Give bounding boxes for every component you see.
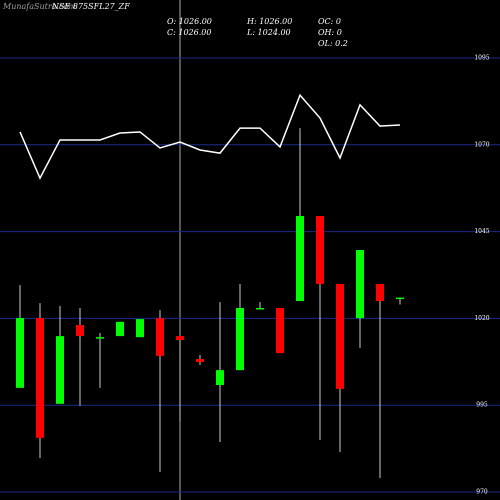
candle-body <box>156 318 164 356</box>
candle-body <box>276 307 284 354</box>
chart-title: NSE 875SFL27_ZF <box>51 2 130 11</box>
candle-body <box>36 318 44 438</box>
candle-body <box>376 284 384 302</box>
y-tick-label: 995 <box>476 402 488 409</box>
candle-body <box>296 215 304 302</box>
info-oc: OC: 0 <box>318 17 341 26</box>
info-high: H: 1026.00 <box>246 17 292 26</box>
info-oh: OH: 0 <box>318 28 342 37</box>
candle-body <box>396 297 404 300</box>
info-close: C: 1026.00 <box>167 28 211 37</box>
info-open: O: 1026.00 <box>167 17 212 26</box>
candle-body <box>236 307 244 371</box>
y-tick-label: 1095 <box>474 55 489 62</box>
indicator-line <box>19 93 401 180</box>
candle-body <box>336 284 344 389</box>
y-tick-label: 970 <box>476 489 488 496</box>
candle-body <box>136 319 144 338</box>
candle-body <box>116 321 124 337</box>
candle-body <box>316 215 324 285</box>
candle-body <box>256 307 264 310</box>
candle-body <box>16 318 24 388</box>
y-tick-label: 1045 <box>474 228 489 235</box>
candle-body <box>76 324 84 337</box>
candle-body <box>56 336 64 404</box>
candle-body <box>96 337 104 339</box>
info-low: L: 1024.00 <box>246 28 291 37</box>
candle-body <box>176 336 184 340</box>
candle-body <box>196 359 204 363</box>
site-name: MunafaSutra.com <box>2 2 76 11</box>
y-tick-label: 1070 <box>474 141 489 148</box>
info-ol: OL: 0.2 <box>318 39 348 48</box>
candle-body <box>216 370 224 386</box>
y-tick-label: 1020 <box>474 315 489 322</box>
candle-body <box>356 250 364 319</box>
